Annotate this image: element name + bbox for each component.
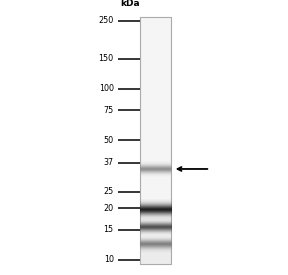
Text: 20: 20 bbox=[104, 204, 114, 213]
Text: kDa: kDa bbox=[120, 0, 139, 9]
Text: 50: 50 bbox=[104, 136, 114, 145]
Text: 15: 15 bbox=[104, 225, 114, 234]
Bar bbox=[140, 246, 171, 264]
Text: 150: 150 bbox=[98, 54, 114, 63]
Text: 75: 75 bbox=[103, 106, 114, 115]
Text: 10: 10 bbox=[104, 255, 114, 264]
Text: 250: 250 bbox=[98, 16, 114, 25]
Text: 25: 25 bbox=[103, 187, 114, 196]
Text: 37: 37 bbox=[104, 158, 114, 167]
Bar bbox=[140, 17, 171, 264]
Text: 100: 100 bbox=[99, 84, 114, 93]
